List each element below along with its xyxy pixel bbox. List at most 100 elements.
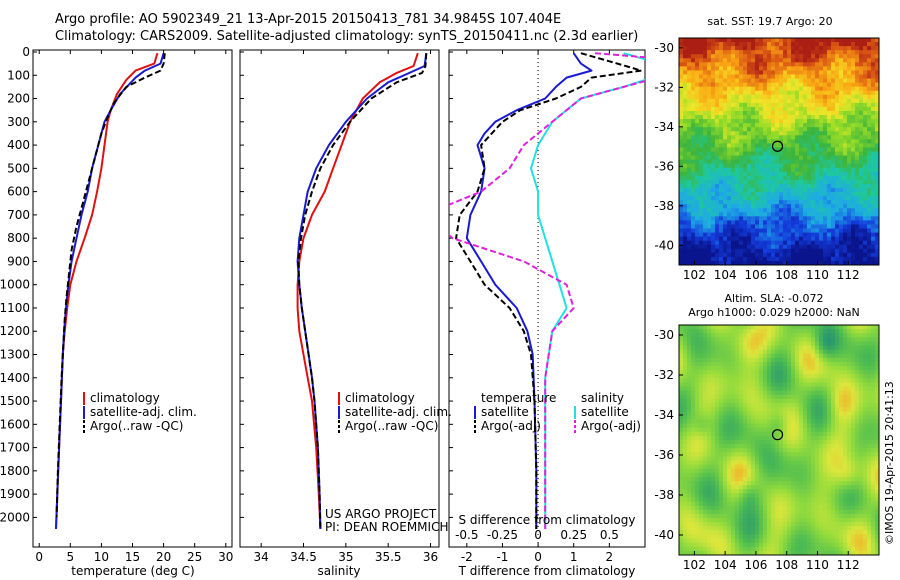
map-cell — [723, 481, 728, 486]
map-cell — [827, 452, 832, 457]
map-cell — [795, 167, 800, 173]
map-cell — [783, 115, 788, 120]
map-cell — [719, 435, 724, 441]
map-cell — [775, 90, 780, 96]
map-cell — [851, 452, 856, 457]
map-cell — [707, 208, 712, 213]
map-cell — [803, 115, 808, 120]
map-cell — [875, 208, 880, 213]
map-cell — [811, 411, 816, 416]
map-cell — [783, 224, 788, 229]
map-cell — [723, 444, 728, 449]
map-cell — [767, 220, 772, 225]
map-cell — [799, 407, 804, 412]
map-cell — [823, 46, 828, 51]
map-cell — [699, 110, 704, 116]
map-cell — [875, 192, 880, 197]
map-cell — [731, 82, 736, 88]
map-cell — [763, 216, 768, 221]
map-cell — [839, 66, 844, 71]
map-cell — [695, 244, 700, 250]
map-cell — [875, 349, 880, 355]
map-cell — [871, 200, 876, 205]
map-cell — [863, 187, 868, 193]
map-cell — [743, 62, 748, 67]
map-cell — [783, 370, 788, 375]
map-cell — [843, 135, 848, 140]
map-cell — [787, 244, 792, 250]
map-cell — [783, 248, 788, 254]
map-cell — [707, 464, 712, 470]
map-cell — [695, 333, 700, 338]
map-cell — [867, 139, 872, 144]
map-cell — [859, 110, 864, 116]
map-cell — [867, 427, 872, 433]
map-cell — [715, 102, 720, 108]
map-cell — [863, 54, 868, 59]
map-cell — [819, 78, 824, 83]
map-cell — [871, 143, 876, 148]
map-cell — [711, 98, 716, 104]
map-cell — [743, 370, 748, 375]
map-cell — [775, 366, 780, 371]
map-cell — [815, 256, 820, 262]
map-cell — [695, 74, 700, 79]
map-cell — [775, 423, 780, 429]
map-cell — [811, 183, 816, 189]
map-cell — [779, 407, 784, 412]
map-cell — [795, 102, 800, 108]
map-cell — [687, 66, 692, 71]
map-cell — [807, 448, 812, 453]
map-cell — [839, 456, 844, 461]
map-cell — [839, 472, 844, 478]
map-cell — [791, 70, 796, 75]
map-cell — [831, 337, 836, 342]
map-cell — [751, 485, 756, 490]
map-cell — [715, 171, 720, 177]
map-cell — [859, 448, 864, 453]
map-cell — [855, 159, 860, 165]
map-cell — [807, 232, 812, 238]
map-cell — [747, 349, 752, 355]
map-cell — [767, 232, 772, 238]
map-cell — [787, 50, 792, 55]
map-cell — [731, 155, 736, 160]
map-cell — [739, 163, 744, 169]
map-cell — [823, 481, 828, 486]
map-cell — [859, 167, 864, 173]
map-cell — [767, 468, 772, 474]
map-cell — [839, 155, 844, 160]
map-cell — [867, 46, 872, 51]
map-cell — [843, 70, 848, 75]
map-cell — [723, 155, 728, 160]
map-cell — [863, 115, 868, 120]
map-cell — [787, 452, 792, 457]
map-cell — [715, 256, 720, 262]
map-cell — [831, 42, 836, 47]
map-cell — [751, 394, 756, 400]
map-cell — [787, 175, 792, 181]
map-cell — [867, 357, 872, 363]
map-cell — [703, 423, 708, 429]
map-cell — [735, 175, 740, 181]
map-cell — [739, 244, 744, 250]
map-cell — [855, 216, 860, 221]
map-cell — [787, 123, 792, 128]
map-cell — [875, 58, 880, 63]
map-cell — [819, 419, 824, 424]
map-cell — [711, 159, 716, 165]
map-cell — [695, 248, 700, 254]
map-cell — [803, 131, 808, 136]
map-cell — [711, 139, 716, 144]
map-cell — [855, 38, 860, 43]
map-cell — [723, 456, 728, 461]
map-cell — [855, 42, 860, 47]
sst-map-title: sat. SST: 19.7 Argo: 20 — [707, 15, 832, 28]
map-cell — [783, 378, 788, 383]
map-cell — [707, 333, 712, 338]
map-cell — [859, 98, 864, 104]
map-cell — [759, 390, 764, 396]
map-cell — [723, 187, 728, 193]
map-cell — [779, 374, 784, 379]
map-cell — [735, 62, 740, 67]
